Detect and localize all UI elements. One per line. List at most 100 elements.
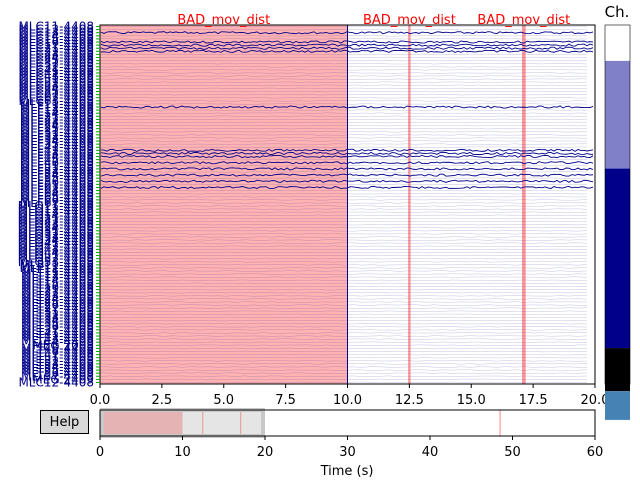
- channel-trace[interactable]: [100, 338, 588, 340]
- channel-label[interactable]: MLT43-4408: [21, 332, 94, 346]
- channel-label[interactable]: MLT22-4408: [21, 286, 94, 300]
- channel-trace[interactable]: [100, 354, 588, 356]
- channel-label[interactable]: MEG 2409: [32, 372, 94, 386]
- channel-trace[interactable]: [100, 146, 588, 148]
- channel-label[interactable]: MLT15-4408: [21, 276, 94, 290]
- channel-trace[interactable]: [100, 63, 588, 65]
- channel-trace[interactable]: [100, 94, 588, 96]
- channel-scrollbar-block[interactable]: [605, 60, 630, 169]
- channel-label[interactable]: MLC22-4408: [18, 44, 94, 58]
- channel-trace[interactable]: [100, 307, 588, 309]
- channel-label[interactable]: MLC62-4408: [18, 91, 94, 105]
- annotation-span[interactable]: [100, 25, 348, 384]
- data-plot-area[interactable]: BAD_mov_dist BAD_mov_dist BAD_mov_dist MLC…: [18, 13, 610, 408]
- channel-label[interactable]: MLC55-4408: [18, 85, 94, 99]
- annotation-span[interactable]: [408, 25, 411, 384]
- channel-trace[interactable]: [100, 38, 588, 40]
- channel-label[interactable]: MLT13-4408: [21, 270, 94, 284]
- channel-label[interactable]: MLC32-4408: [18, 60, 94, 74]
- channel-trace[interactable]: [100, 316, 588, 319]
- channel-trace[interactable]: [100, 313, 588, 315]
- channel-label[interactable]: MLC24-4408: [18, 50, 94, 64]
- channel-label[interactable]: MLO52-4408: [18, 252, 94, 266]
- channel-trace[interactable]: [100, 171, 588, 173]
- channel-label[interactable]: MLT34-4408: [21, 314, 94, 328]
- channel-trace[interactable]: [100, 295, 587, 297]
- channel-label[interactable]: MLF44-4408: [20, 150, 94, 164]
- channel-trace[interactable]: [100, 53, 588, 55]
- channel-trace[interactable]: [100, 29, 588, 31]
- channel-label[interactable]: MLO33-4408: [18, 230, 94, 244]
- channel-label[interactable]: MLF62-4408: [20, 180, 94, 194]
- channel-trace[interactable]: [100, 217, 588, 219]
- channel-label[interactable]: MLT24-4408: [21, 292, 94, 306]
- channel-trace[interactable]: [100, 90, 588, 93]
- channel-trace[interactable]: [100, 298, 588, 300]
- channel-label[interactable]: MLO32-4408: [18, 227, 94, 241]
- channel-trace[interactable]: [100, 60, 588, 62]
- channel-label[interactable]: MLP11-4408: [20, 258, 94, 272]
- channel-trace[interactable]: [100, 131, 588, 133]
- channel-traces[interactable]: [100, 26, 594, 384]
- channel-label[interactable]: MLC31-4408: [18, 57, 94, 71]
- channel-trace[interactable]: [100, 282, 588, 284]
- channel-label[interactable]: MLT54-4408: [21, 360, 94, 374]
- channel-label[interactable]: MLT53-4408: [21, 357, 94, 371]
- channel-label[interactable]: MLC61-4408: [18, 88, 94, 102]
- channel-label[interactable]: MLC15-4408: [18, 32, 94, 46]
- channel-label[interactable]: MLF46-4408: [20, 156, 94, 170]
- channel-trace[interactable]: [100, 137, 588, 139]
- channel-trace[interactable]: [100, 301, 588, 303]
- channel-label[interactable]: MLF24-4408: [20, 119, 94, 133]
- channel-trace[interactable]: [100, 84, 588, 86]
- channel-label[interactable]: MLO11-4408: [18, 199, 94, 213]
- channel-label[interactable]: MLF13-4408: [20, 103, 94, 117]
- channel-trace[interactable]: [100, 344, 587, 346]
- channel-trace[interactable]: [100, 248, 588, 250]
- channel-trace[interactable]: [100, 350, 588, 353]
- channel-label[interactable]: MLC13-4408: [18, 26, 94, 40]
- channel-trace[interactable]: [100, 227, 588, 229]
- channel-trace[interactable]: [100, 75, 588, 77]
- channel-trace[interactable]: [100, 279, 588, 281]
- channel-trace[interactable]: [100, 261, 588, 263]
- channel-scrollbar-block[interactable]: [605, 25, 630, 61]
- channel-trace[interactable]: [100, 103, 588, 105]
- channel-label[interactable]: MLT11-4408: [21, 264, 94, 278]
- channel-trace[interactable]: [100, 230, 588, 232]
- channel-trace[interactable]: [100, 245, 588, 247]
- channel-trace[interactable]: [100, 109, 588, 111]
- channel-label[interactable]: MLC17-4408: [18, 38, 94, 52]
- channel-label[interactable]: MLF65-4408: [20, 190, 94, 204]
- channel-label[interactable]: MLC54-4408: [18, 81, 94, 95]
- channel-label[interactable]: MLF34-4408: [20, 134, 94, 148]
- channel-trace[interactable]: [100, 347, 588, 349]
- channel-trace[interactable]: [100, 360, 588, 362]
- channel-label[interactable]: MLF51-4408: [20, 159, 94, 173]
- channel-label[interactable]: MLF53-4408: [20, 165, 94, 179]
- channel-label[interactable]: MLF14-4408: [20, 106, 94, 120]
- channel-trace[interactable]: [100, 69, 588, 71]
- channel-trace[interactable]: [100, 165, 588, 167]
- channel-trace[interactable]: [100, 121, 588, 124]
- channel-label[interactable]: MLO43-4408: [18, 242, 94, 256]
- channel-trace[interactable]: [100, 242, 588, 244]
- channel-label[interactable]: MLF66-4408: [20, 193, 94, 207]
- channel-trace[interactable]: [100, 26, 588, 28]
- channel-trace[interactable]: [100, 190, 588, 192]
- channel-label[interactable]: MLT44-4408: [21, 335, 94, 349]
- channel-trace[interactable]: [100, 363, 588, 365]
- channel-trace[interactable]: [100, 208, 588, 210]
- channel-label[interactable]: MLF43-4408: [20, 146, 94, 160]
- channel-trace[interactable]: [100, 357, 588, 359]
- channel-label[interactable]: MLF21-4408: [20, 109, 94, 123]
- channel-label[interactable]: MLO13-4408: [18, 205, 94, 219]
- channel-label[interactable]: MLF56-4408: [20, 174, 94, 188]
- channel-label[interactable]: MLF54-4408: [20, 168, 94, 182]
- channel-trace[interactable]: [100, 224, 588, 226]
- channel-trace[interactable]: [100, 78, 588, 80]
- channel-trace[interactable]: [100, 366, 588, 368]
- channel-trace[interactable]: [100, 159, 588, 161]
- channel-trace[interactable]: [100, 375, 588, 377]
- channel-trace[interactable]: [100, 323, 588, 325]
